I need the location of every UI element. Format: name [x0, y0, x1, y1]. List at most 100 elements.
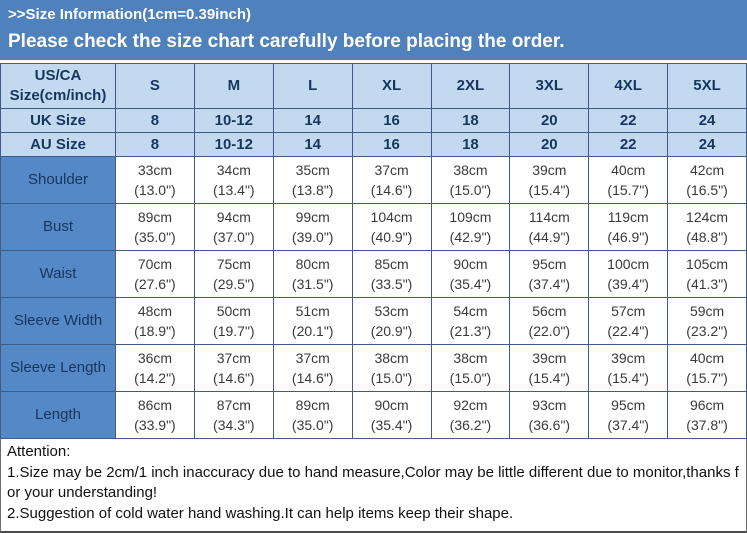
measurement-cell: 42cm (16.5") — [667, 156, 747, 204]
measurement-cm: 85cm — [374, 256, 409, 272]
measurement-inch: (13.4") — [213, 182, 255, 198]
page-subtitle: Please check the size chart carefully be… — [8, 31, 565, 52]
measurement-cm: 37cm — [216, 350, 251, 366]
table-header-row: US/CA Size(cm/inch) S M L XL 2XL 3XL 4XL 5XL — [0, 63, 747, 109]
measurement-cell: 59cm (23.2") — [667, 297, 747, 345]
measurement-cm: 90cm — [374, 397, 409, 413]
measurement-cm: 38cm — [453, 350, 488, 366]
measurement-cm: 35cm — [295, 162, 330, 178]
measurement-inch: (37.4") — [528, 276, 571, 292]
measurement-cell: 70cm (27.6") — [115, 250, 195, 298]
size-value-cell: 24 — [667, 132, 747, 157]
measurement-cell: 37cm (14.6") — [351, 156, 432, 204]
size-value-cell: 24 — [667, 108, 747, 133]
measurement-inch: (35.0") — [291, 417, 334, 433]
measurement-inch: (13.8") — [291, 182, 334, 198]
measurement-row-label: Length — [0, 391, 116, 439]
measurement-cm: 37cm — [374, 162, 409, 178]
measurement-cm: 99cm — [295, 209, 330, 225]
measurement-cm: 100cm — [607, 256, 650, 272]
size-value-cell: 8 — [115, 108, 195, 133]
measurement-cell: 92cm (36.2") — [430, 391, 511, 439]
size-column-header: S — [115, 63, 195, 109]
size-value-cell: 18 — [430, 132, 511, 157]
measurement-cell: 56cm (22.0") — [509, 297, 590, 345]
measurement-cm: 105cm — [686, 256, 729, 272]
size-column-header: 5XL — [667, 63, 747, 109]
measurement-cm: 34cm — [216, 162, 251, 178]
measurement-row: Sleeve Length 36cm (14.2") 37cm (14.6") 37cm (… — [0, 344, 747, 392]
size-column-header: XL — [351, 63, 432, 109]
size-value-cell: 18 — [430, 108, 511, 133]
measurement-cm: 42cm — [689, 162, 725, 178]
measurement-cell: 105cm (41.3") — [667, 250, 747, 298]
size-value-cell: 16 — [351, 132, 432, 157]
attention-heading: Attention: — [7, 443, 71, 460]
measurement-cell: 37cm (14.6") — [272, 344, 353, 392]
attention-line-2: 2.Suggestion of cold water hand washing.… — [7, 505, 514, 522]
measurement-cell: 57cm (22.4") — [588, 297, 669, 345]
measurement-cm: 124cm — [686, 209, 729, 225]
size-value-cell: 22 — [588, 108, 669, 133]
corner-header-line2: Size(cm/inch) — [9, 87, 107, 104]
size-value-cell: 16 — [351, 108, 432, 133]
measurement-inch: (15.0") — [370, 370, 413, 386]
measurement-inch: (37.0") — [213, 229, 255, 245]
measurement-cm: 70cm — [137, 256, 173, 272]
measurement-cell: 109cm (42.9") — [430, 203, 511, 251]
measurement-row: Waist 70cm (27.6") 75cm (29.5") 80cm (31.5") 85… — [0, 250, 747, 298]
measurement-cell: 38cm (15.0") — [430, 344, 511, 392]
measurement-inch: (40.9") — [370, 229, 413, 245]
measurement-inch: (15.7") — [686, 370, 728, 386]
size-value-cell: 10-12 — [193, 132, 274, 157]
measurement-cm: 89cm — [137, 209, 173, 225]
measurement-inch: (14.6") — [291, 370, 334, 386]
measurement-cell: 100cm (39.4") — [588, 250, 669, 298]
measurement-cell: 48cm (18.9") — [115, 297, 195, 345]
measurement-inch: (48.8") — [686, 229, 728, 245]
measurement-cm: 56cm — [532, 303, 567, 319]
measurement-cm: 33cm — [137, 162, 173, 178]
size-column-header: 2XL — [430, 63, 511, 109]
measurement-cm: 37cm — [295, 350, 330, 366]
measurement-row-label: Sleeve Length — [0, 344, 116, 392]
measurement-inch: (20.1") — [291, 323, 334, 339]
measurement-cell: 80cm (31.5") — [272, 250, 353, 298]
size-conversion-row: UK Size 8 10-12 14 16 18 20 22 24 — [0, 108, 747, 133]
measurement-cell: 75cm (29.5") — [193, 250, 274, 298]
measurement-inch: (15.4") — [528, 370, 571, 386]
measurement-row-label: Sleeve Width — [0, 297, 116, 345]
measurement-cell: 119cm (46.9") — [588, 203, 669, 251]
measurement-cm: 75cm — [216, 256, 251, 272]
measurement-cm: 36cm — [137, 350, 173, 366]
size-column-header: 4XL — [588, 63, 669, 109]
measurement-inch: (22.0") — [528, 323, 571, 339]
measurement-cm: 40cm — [611, 162, 646, 178]
measurement-cm: 39cm — [611, 350, 646, 366]
measurement-row-label: Shoulder — [0, 156, 116, 204]
measurement-cm: 50cm — [216, 303, 251, 319]
measurement-cell: 37cm (14.6") — [193, 344, 274, 392]
measurement-cm: 95cm — [532, 256, 567, 272]
measurement-cell: 94cm (37.0") — [193, 203, 274, 251]
measurement-cm: 38cm — [453, 162, 488, 178]
measurement-inch: (35.4") — [370, 417, 413, 433]
measurement-cell: 34cm (13.4") — [193, 156, 274, 204]
page-title: >>Size Information(1cm=0.39inch) — [8, 6, 251, 23]
measurement-cm: 39cm — [532, 162, 567, 178]
measurement-inch: (41.3") — [686, 276, 728, 292]
measurement-cell: 40cm (15.7") — [667, 344, 747, 392]
measurement-cell: 89cm (35.0") — [272, 391, 353, 439]
measurement-inch: (36.2") — [449, 417, 492, 433]
size-value-cell: 20 — [509, 132, 590, 157]
measurement-cell: 87cm (34.3") — [193, 391, 274, 439]
measurement-inch: (33.9") — [134, 417, 176, 433]
measurement-inch: (31.5") — [291, 276, 334, 292]
measurement-inch: (35.0") — [134, 229, 176, 245]
measurement-row: Bust 89cm (35.0") 94cm (37.0") 99cm (39.0") 104… — [0, 203, 747, 251]
measurement-inch: (23.2") — [686, 323, 728, 339]
measurement-inch: (37.8") — [686, 417, 728, 433]
measurement-cell: 53cm (20.9") — [351, 297, 432, 345]
measurement-inch: (37.4") — [607, 417, 649, 433]
measurement-inch: (18.9") — [134, 323, 176, 339]
